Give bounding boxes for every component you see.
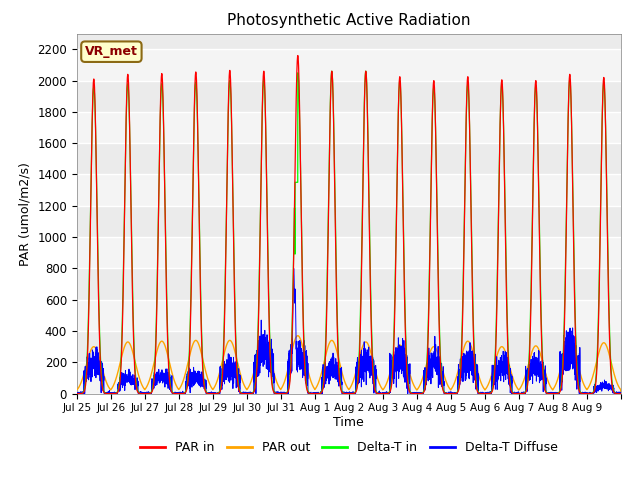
Bar <box>77 300 621 331</box>
Title: Photosynthetic Active Radiation: Photosynthetic Active Radiation <box>227 13 470 28</box>
Bar <box>77 362 621 394</box>
Bar <box>77 237 621 268</box>
Bar <box>77 112 621 143</box>
Text: VR_met: VR_met <box>85 45 138 58</box>
Y-axis label: PAR (umol/m2/s): PAR (umol/m2/s) <box>19 162 32 265</box>
X-axis label: Time: Time <box>333 416 364 429</box>
Legend: PAR in, PAR out, Delta-T in, Delta-T Diffuse: PAR in, PAR out, Delta-T in, Delta-T Dif… <box>135 436 563 459</box>
Bar <box>77 49 621 81</box>
Bar <box>77 174 621 206</box>
